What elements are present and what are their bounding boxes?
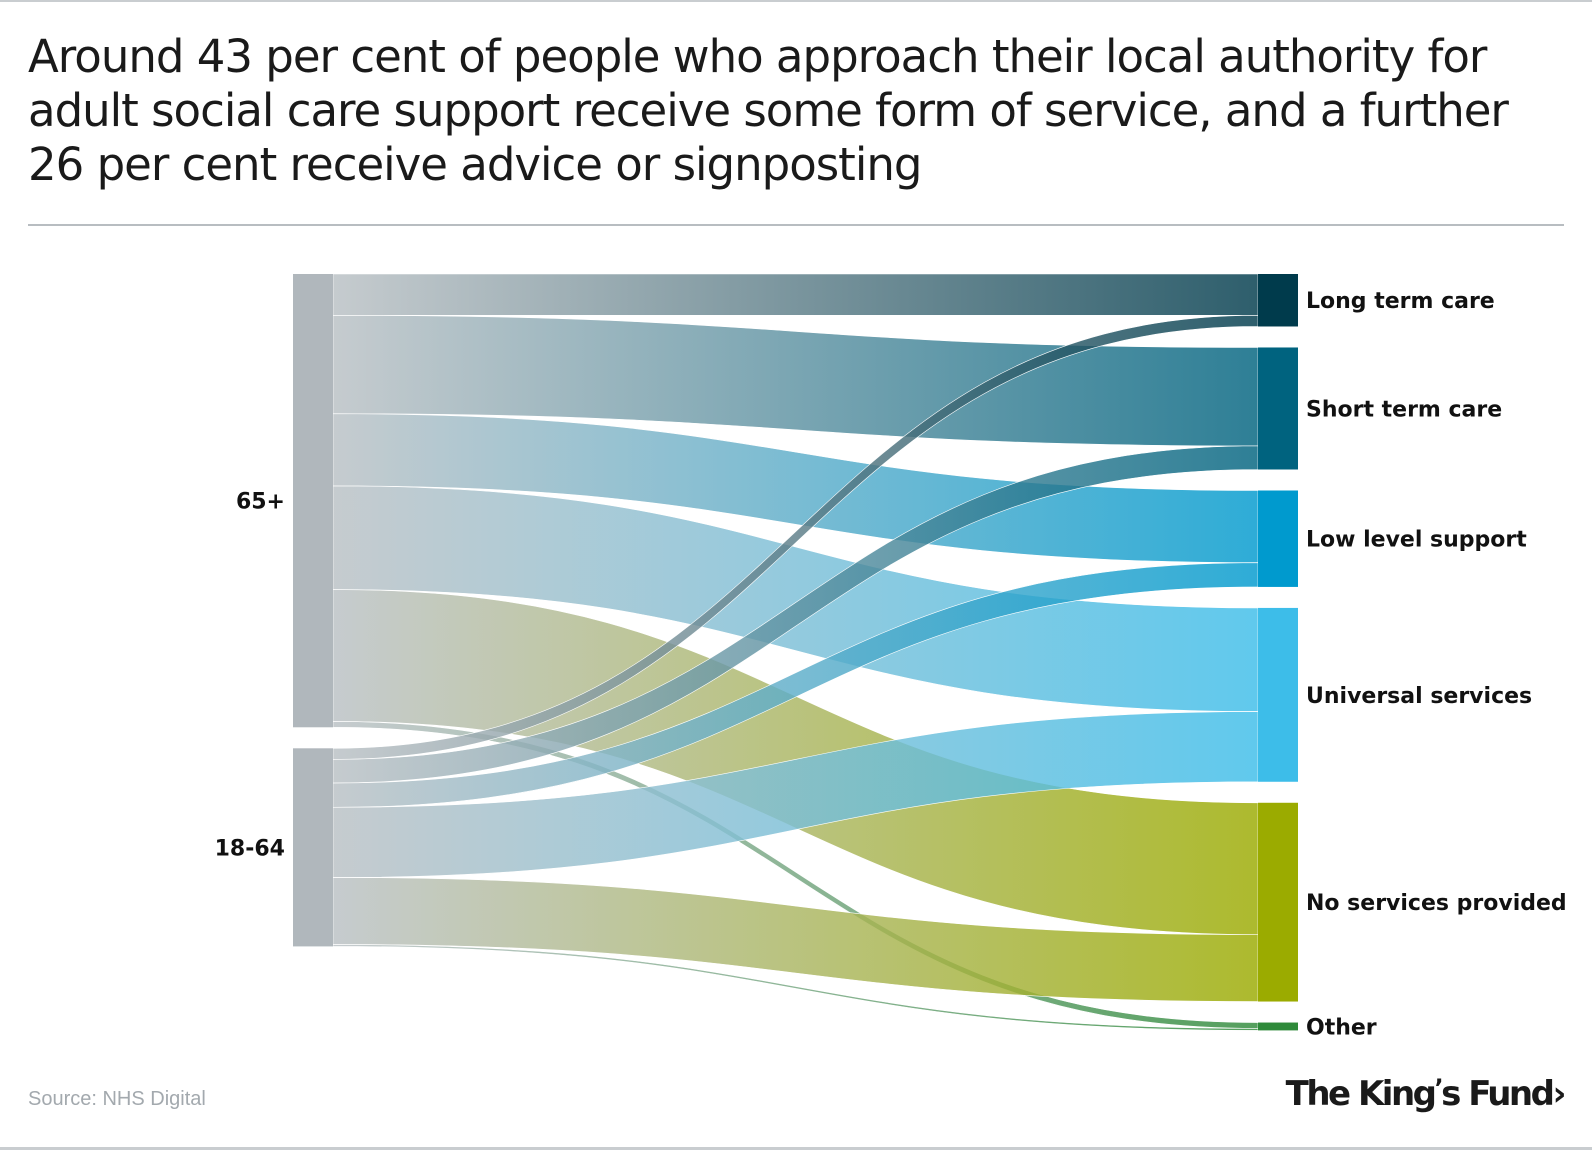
source-node[interactable] bbox=[293, 274, 333, 728]
target-label: No services provided bbox=[1306, 891, 1567, 916]
target-node[interactable] bbox=[1258, 607, 1298, 782]
top-border bbox=[0, 0, 1592, 2]
bottom-border bbox=[0, 1147, 1592, 1150]
source-label: 65+ bbox=[236, 490, 285, 515]
flow-18-64-to-universal-services[interactable] bbox=[332, 711, 1259, 878]
source-note: Source: NHS Digital bbox=[28, 1088, 206, 1110]
target-label: Long term care bbox=[1306, 289, 1495, 314]
source-label: 18-64 bbox=[215, 836, 285, 861]
target-node[interactable] bbox=[1258, 490, 1298, 587]
target-label: Universal services bbox=[1306, 684, 1532, 709]
flow-18-64-to-other[interactable] bbox=[332, 944, 1259, 1031]
target-label: Low level support bbox=[1306, 528, 1527, 553]
title-divider bbox=[28, 224, 1564, 226]
flow-18-64-to-no-services-provided[interactable] bbox=[332, 877, 1259, 1002]
target-node[interactable] bbox=[1258, 347, 1298, 470]
target-node[interactable] bbox=[1258, 274, 1298, 327]
source-node[interactable] bbox=[293, 748, 333, 947]
kings-fund-logo: The King’s Fund› bbox=[1285, 1074, 1567, 1114]
target-label: Short term care bbox=[1306, 397, 1502, 422]
flow-65+-to-long-term-care[interactable] bbox=[332, 273, 1259, 316]
target-node[interactable] bbox=[1258, 802, 1298, 1002]
target-label: Other bbox=[1306, 1015, 1377, 1040]
chart-title: Around 43 per cent of people who approac… bbox=[28, 30, 1509, 191]
target-node[interactable] bbox=[1258, 1022, 1298, 1031]
